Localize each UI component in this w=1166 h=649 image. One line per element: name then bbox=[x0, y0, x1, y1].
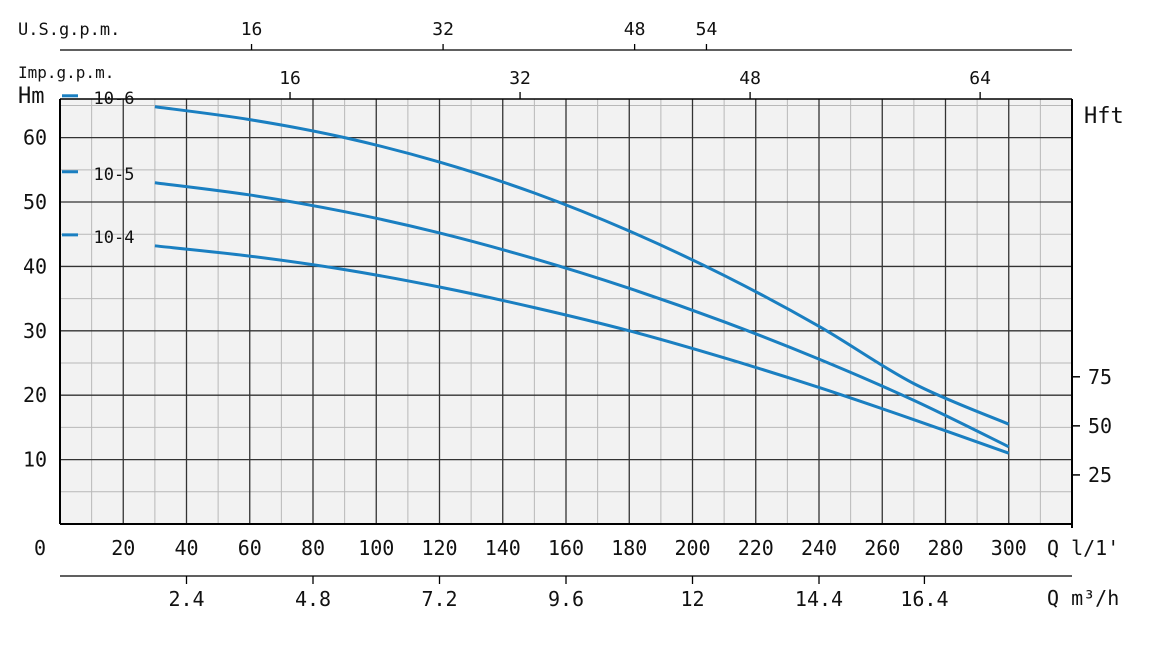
top-axis-us-tick-label: 54 bbox=[696, 19, 718, 40]
series-curve-10-6 bbox=[154, 105, 1010, 426]
y-right-tick-label: 50 bbox=[1088, 414, 1112, 438]
top-axis-us-label: U.S.g.p.m. bbox=[18, 20, 120, 40]
bottom-axis-m3h-tick-label: 2.4 bbox=[168, 587, 204, 611]
y-left-tick-label: 40 bbox=[23, 254, 47, 278]
bottom-axis-m3h-tick-label: 7.2 bbox=[421, 587, 457, 611]
x-tick-label: 160 bbox=[548, 536, 584, 560]
top-axis-us-tick-label: 32 bbox=[432, 19, 454, 40]
y-left-tick-label: 10 bbox=[23, 448, 47, 472]
x-tick-label: 300 bbox=[991, 536, 1027, 560]
y-right-tick-label: 75 bbox=[1088, 365, 1112, 389]
top-axis-us-tick-label: 16 bbox=[241, 19, 263, 40]
x-tick-label: 280 bbox=[927, 536, 963, 560]
bottom-axis-m3h-tick-label: 16.4 bbox=[900, 587, 948, 611]
y-right-tick-label: 25 bbox=[1088, 463, 1112, 487]
y-left-tick-label: 60 bbox=[23, 126, 47, 150]
series-label-10-5: 10-5 bbox=[94, 165, 135, 185]
y-left-tick-label: 30 bbox=[23, 319, 47, 343]
top-axis-imp-tick-label: 16 bbox=[279, 68, 301, 89]
y-right-axis-label: Hft bbox=[1084, 104, 1124, 129]
x-tick-label: 260 bbox=[864, 536, 900, 560]
top-axis-us-tick-label: 48 bbox=[624, 19, 646, 40]
top-axis-imp-label: Imp.g.p.m. bbox=[18, 63, 114, 82]
y-left-tick-label: 50 bbox=[23, 190, 47, 214]
bottom-axis-m3h-tick-label: 4.8 bbox=[295, 587, 331, 611]
bottom-axis-m3h-tick-label: 12 bbox=[680, 587, 704, 611]
x-tick-label: 140 bbox=[485, 536, 521, 560]
bottom-axis-m3h-tick-label: 9.6 bbox=[548, 587, 584, 611]
series-curve-10-4 bbox=[154, 244, 1010, 455]
bottom-axis-m3h-label: Q m³/h bbox=[1047, 586, 1119, 610]
x-tick-label: 80 bbox=[301, 536, 325, 560]
x-tick-label: 180 bbox=[611, 536, 647, 560]
y-left-axis-label: Hm bbox=[18, 84, 45, 109]
top-axis-imp-tick-label: 64 bbox=[969, 68, 991, 89]
x-tick-label: 20 bbox=[111, 536, 135, 560]
x-tick-label: 100 bbox=[358, 536, 394, 560]
top-axis-imp-tick-label: 32 bbox=[509, 68, 531, 89]
top-axis-imp-tick-label: 48 bbox=[739, 68, 761, 89]
x-tick-label: 240 bbox=[801, 536, 837, 560]
x-tick-label: 40 bbox=[174, 536, 198, 560]
x-tick-label: 60 bbox=[238, 536, 262, 560]
series-label-10-6: 10-6 bbox=[94, 89, 135, 109]
bottom-axis-m3h-tick-label: 14.4 bbox=[795, 587, 843, 611]
x-tick-label: 220 bbox=[738, 536, 774, 560]
x-tick-label: 0 bbox=[34, 536, 46, 560]
series-label-10-4: 10-4 bbox=[94, 228, 135, 248]
x-axis-unit-label: Q l/1' bbox=[1047, 536, 1119, 560]
x-tick-label: 200 bbox=[674, 536, 710, 560]
series-curve-10-5 bbox=[154, 181, 1010, 449]
y-left-tick-label: 20 bbox=[23, 383, 47, 407]
x-tick-label: 120 bbox=[421, 536, 457, 560]
